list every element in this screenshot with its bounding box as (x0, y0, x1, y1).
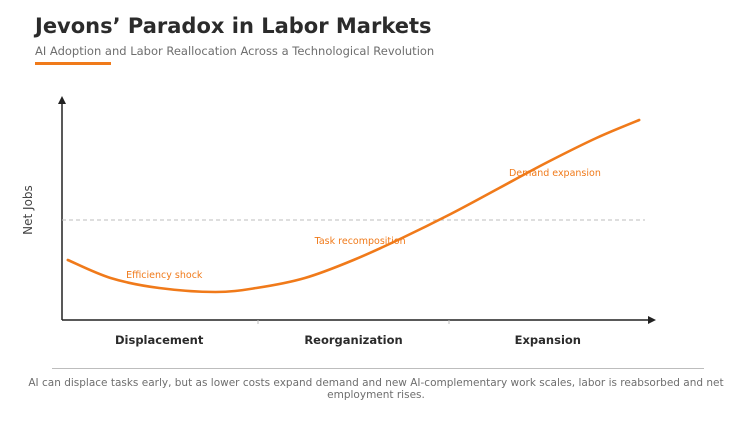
y-axis-label: Net Jobs (21, 185, 35, 235)
chart-caption: AI can displace tasks early, but as lowe… (28, 377, 724, 401)
net-jobs-series-line (66, 118, 641, 294)
annotation-task-recomposition: Task recomposition (314, 236, 406, 247)
page-title: Jevons’ Paradox in Labor Markets (35, 14, 432, 38)
footer-divider (52, 368, 704, 369)
x-category-reorganization: Reorganization (304, 333, 402, 347)
x-category-expansion: Expansion (515, 333, 581, 347)
chart: Net Jobs Displacement Reorganization Exp… (21, 96, 656, 347)
page-subtitle: AI Adoption and Labor Reallocation Acros… (35, 44, 435, 58)
annotation-efficiency-shock: Efficiency shock (126, 270, 203, 281)
annotation-demand-expansion: Demand expansion (509, 168, 601, 179)
title-accent-bar (35, 62, 111, 65)
x-category-displacement: Displacement (115, 333, 204, 347)
